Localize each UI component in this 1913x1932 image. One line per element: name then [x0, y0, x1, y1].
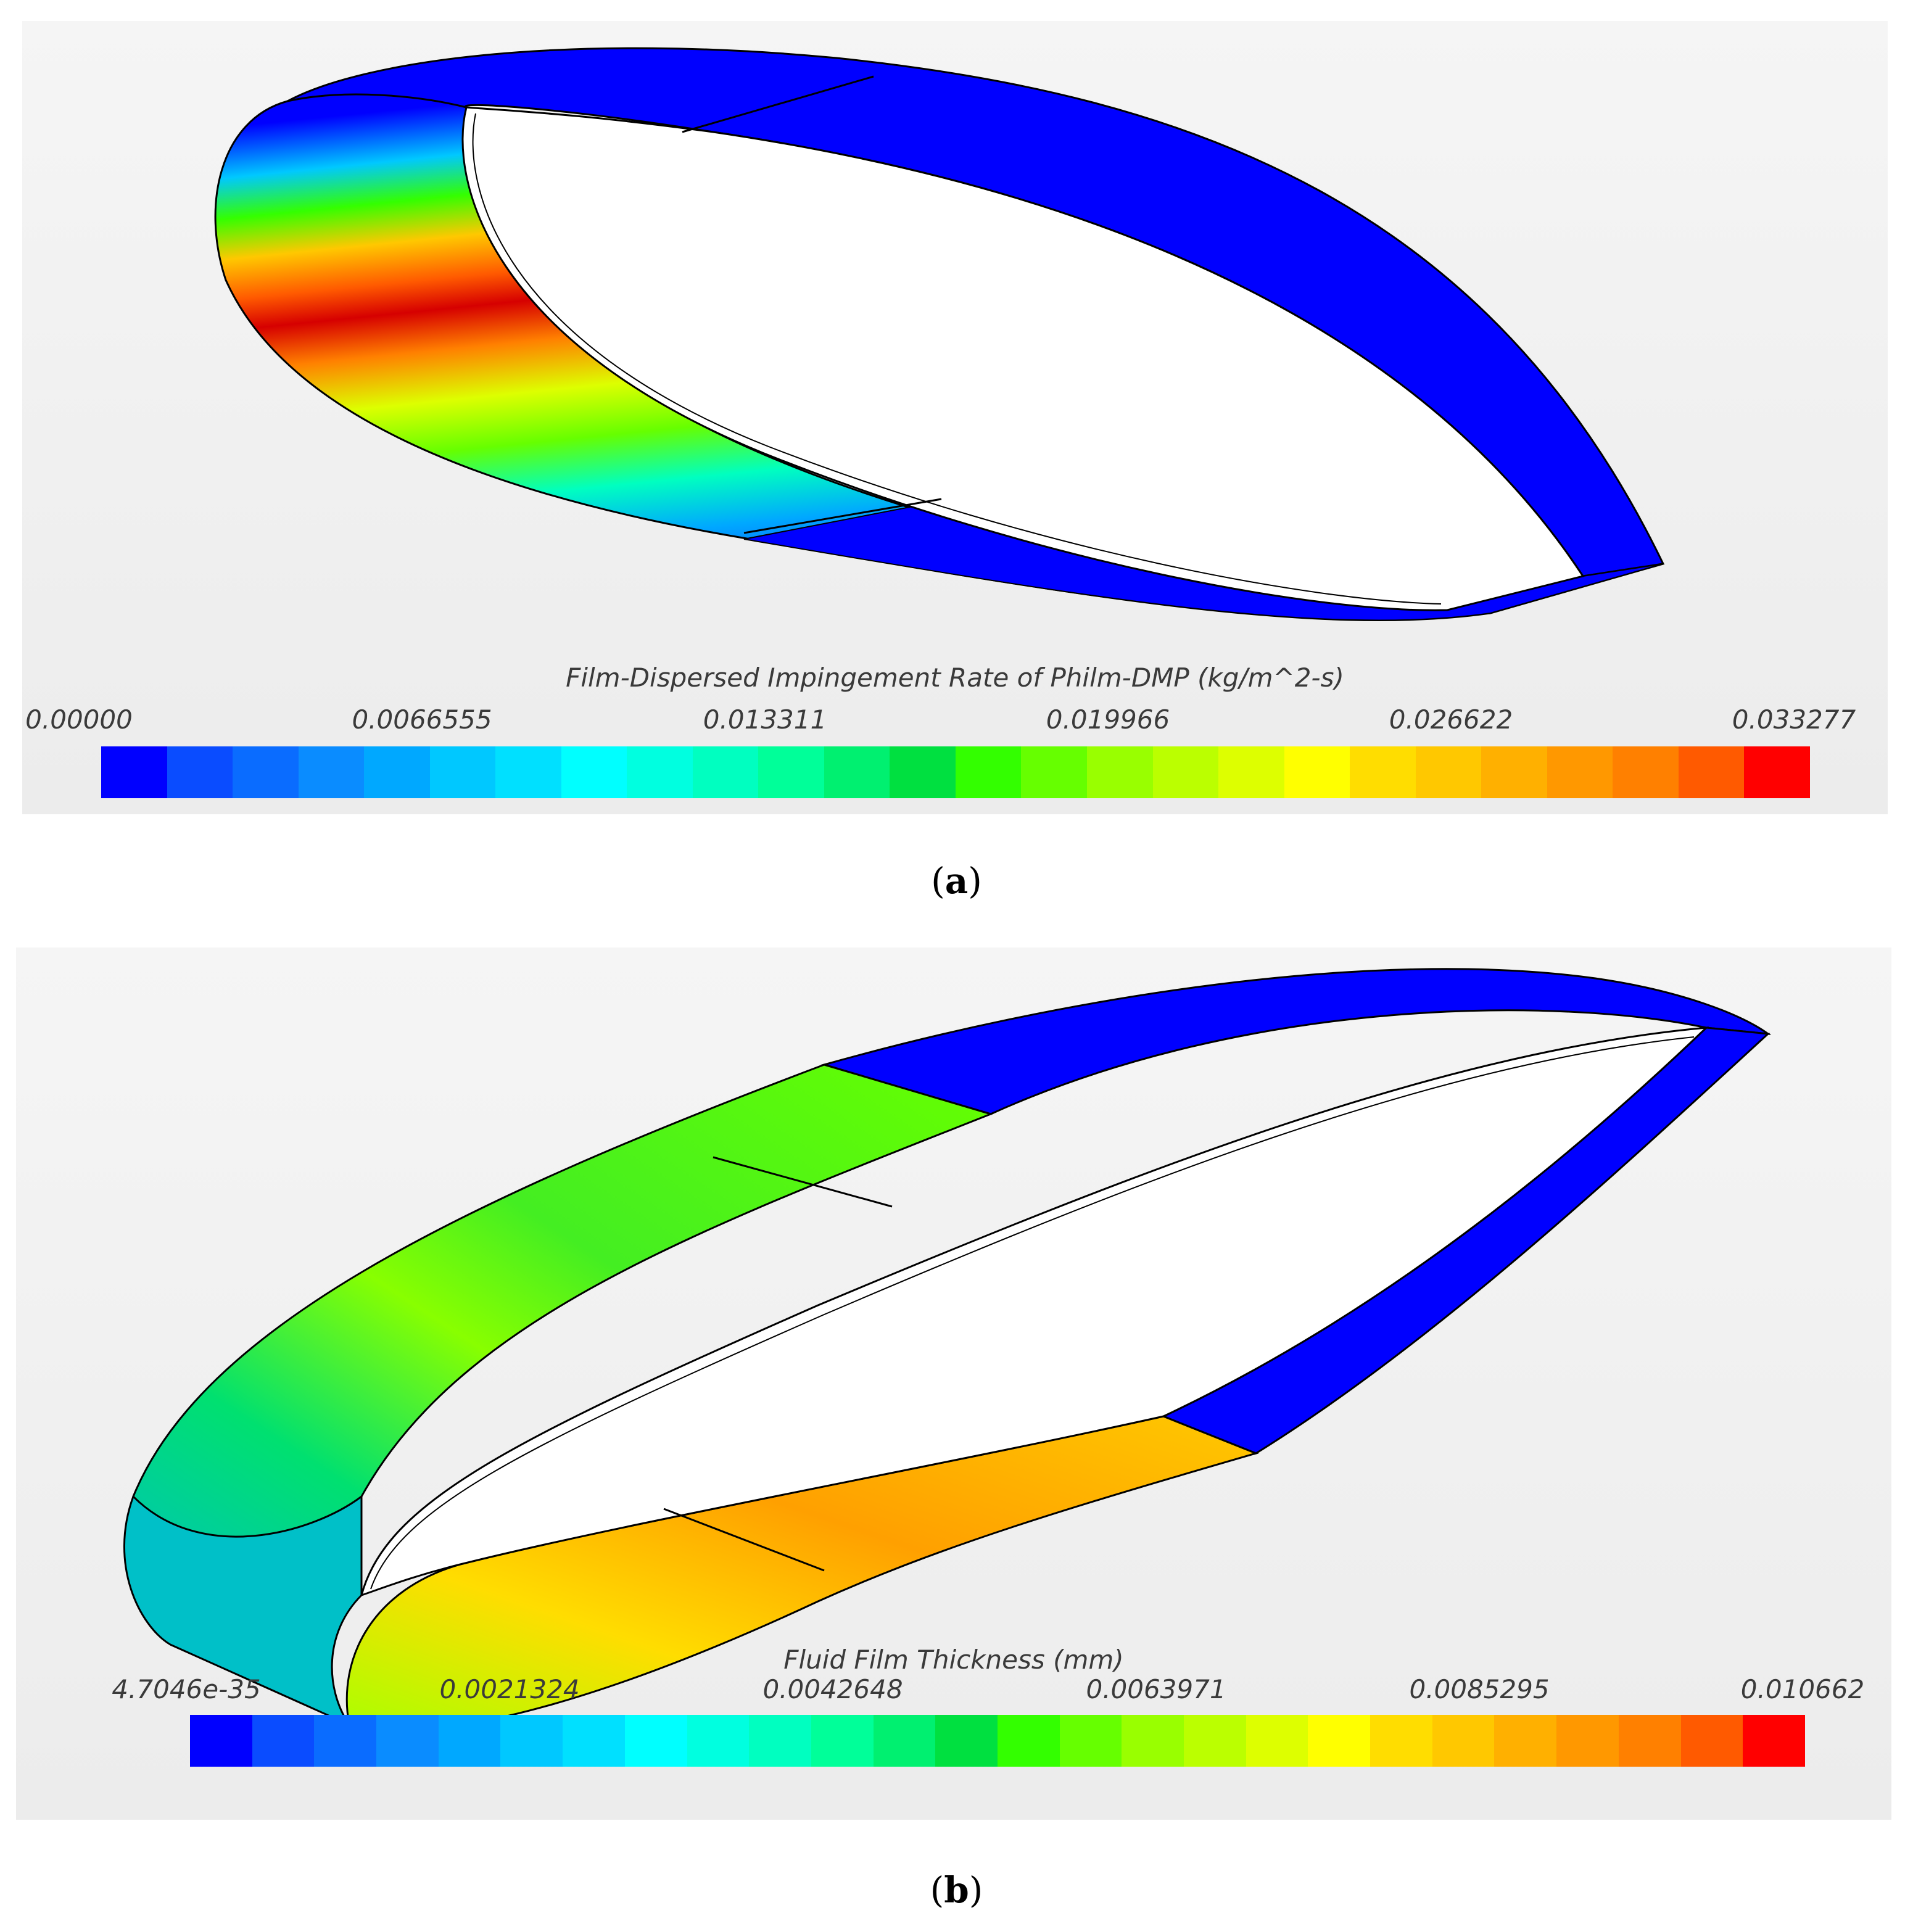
colorbar-swatch	[1415, 746, 1482, 798]
colorbar-swatch	[1494, 1715, 1557, 1767]
colorbar-swatch	[1547, 746, 1613, 798]
colorbar-a	[101, 746, 1810, 798]
colorbar-swatch	[314, 1715, 377, 1767]
colorbar-swatch	[364, 746, 430, 798]
colorbar-swatch	[624, 1715, 687, 1767]
colorbar-swatch	[758, 746, 824, 798]
inner-opening-b	[360, 1026, 1709, 1597]
colorbar-swatch	[1184, 1715, 1246, 1767]
tick-label: 0.00000	[25, 704, 133, 735]
colorbar-swatch	[824, 746, 890, 798]
colorbar-swatch	[1122, 1715, 1184, 1767]
tick-label: 0.019966	[1046, 704, 1170, 735]
colorbar-swatch	[252, 1715, 315, 1767]
tick-label: 0.0021324	[439, 1674, 580, 1704]
tick-label: 0.0042648	[762, 1674, 903, 1704]
colorbar-swatch	[1308, 1715, 1371, 1767]
airfoil-render-b	[16, 947, 1891, 1820]
caption-b: (b)	[930, 1869, 983, 1911]
colorbar-swatch	[495, 746, 561, 798]
legend-title-a: Film-Dispersed Impingement Rate of Philm…	[566, 663, 1344, 693]
colorbar-swatch	[1613, 746, 1679, 798]
tick-label: 0.0066555	[352, 704, 492, 735]
colorbar-swatch	[190, 1715, 252, 1767]
colorbar-swatch	[890, 746, 956, 798]
colorbar-swatch	[811, 1715, 874, 1767]
colorbar-swatch	[1556, 1715, 1619, 1767]
colorbar-swatch	[167, 746, 233, 798]
colorbar-swatch	[1021, 746, 1087, 798]
colorbar-swatch	[1246, 1715, 1308, 1767]
colorbar-swatch	[1152, 746, 1219, 798]
tick-label: 0.0085295	[1409, 1674, 1550, 1704]
tick-label: 0.033277	[1732, 704, 1856, 735]
tick-label: 0.010662	[1740, 1674, 1865, 1704]
colorbar-swatch	[1086, 746, 1153, 798]
tick-label: 0.026622	[1389, 704, 1513, 735]
colorbar-swatch	[233, 746, 299, 798]
leading-edge-b	[123, 1495, 363, 1727]
colorbar-swatch	[1680, 1715, 1743, 1767]
colorbar-swatch	[955, 746, 1022, 798]
tick-label: 0.0063971	[1086, 1674, 1226, 1704]
colorbar-swatch	[1743, 1715, 1805, 1767]
colorbar-swatch	[563, 1715, 625, 1767]
colorbar-swatch	[561, 746, 627, 798]
colorbar-swatch	[627, 746, 693, 798]
caption-a: (a)	[931, 860, 982, 902]
colorbar-swatch	[1432, 1715, 1495, 1767]
colorbar-swatch	[376, 1715, 439, 1767]
tick-label: 0.013311	[703, 704, 827, 735]
legend-title-b: Fluid Film Thickness (mm)	[783, 1645, 1124, 1675]
colorbar-swatch	[1370, 1715, 1432, 1767]
colorbar-swatch	[429, 746, 496, 798]
tick-label: 4.7046e-35	[112, 1674, 261, 1704]
colorbar-swatch	[298, 746, 365, 798]
panel-a: Film-Dispersed Impingement Rate of Philm…	[22, 21, 1888, 814]
colorbar-swatch	[692, 746, 759, 798]
colorbar-swatch	[1481, 746, 1547, 798]
colorbar-swatch	[1350, 746, 1416, 798]
colorbar-swatch	[500, 1715, 563, 1767]
colorbar-swatch	[935, 1715, 998, 1767]
colorbar-swatch	[749, 1715, 811, 1767]
colorbar-swatch	[687, 1715, 750, 1767]
airfoil-render-a	[22, 21, 1888, 814]
colorbar-swatch	[873, 1715, 936, 1767]
colorbar-swatch	[1678, 746, 1745, 798]
colorbar-swatch	[101, 746, 167, 798]
colorbar-swatch	[997, 1715, 1060, 1767]
colorbar-swatch	[1618, 1715, 1681, 1767]
upper-band-blue-b	[820, 968, 1772, 1115]
colorbar-swatch	[1059, 1715, 1122, 1767]
colorbar-b	[190, 1715, 1805, 1767]
colorbar-swatch	[1218, 746, 1284, 798]
colorbar-swatch	[1284, 746, 1350, 798]
colorbar-swatch	[1744, 746, 1810, 798]
inner-opening-a	[461, 106, 1585, 611]
colorbar-swatch	[438, 1715, 501, 1767]
panel-b: Fluid Film Thickness (mm) 4.7046e-35 0.0…	[16, 947, 1891, 1820]
